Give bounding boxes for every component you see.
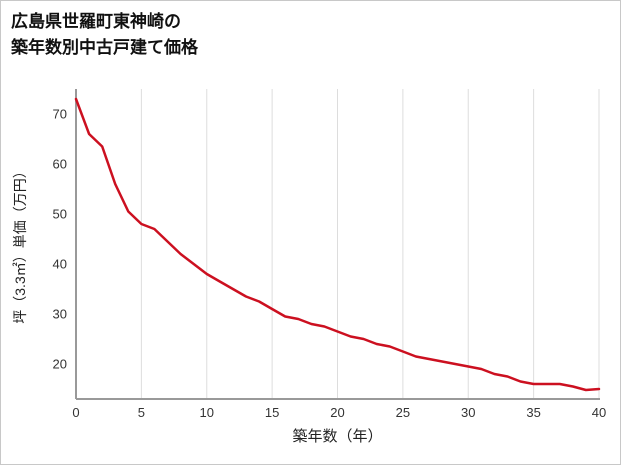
price-line	[74, 97, 601, 392]
y-tick-label: 20	[53, 357, 67, 372]
x-tick-label: 15	[265, 405, 279, 420]
x-tick-label: 5	[138, 405, 145, 420]
y-axis-title: 坪（3.3㎡）単価（万円）	[12, 164, 28, 323]
x-tick-label: 25	[396, 405, 410, 420]
page-title: 広島県世羅町東神崎の 築年数別中古戸建て価格	[11, 9, 198, 60]
y-tick-label: 40	[53, 257, 67, 272]
x-axis-title: 築年数（年）	[292, 427, 382, 445]
x-tick-label: 0	[72, 405, 79, 420]
page-title-line-1: 広島県世羅町東神崎の	[11, 12, 181, 31]
x-tick-label: 10	[200, 405, 214, 420]
x-tick-label: 30	[461, 405, 475, 420]
y-tick-label: 30	[53, 307, 67, 322]
x-tick-label: 40	[592, 405, 606, 420]
y-tick-label: 50	[53, 207, 67, 222]
page-title-line-2: 築年数別中古戸建て価格	[11, 37, 198, 57]
y-tick-label: 70	[53, 107, 67, 122]
x-tick-label: 35	[526, 405, 540, 420]
x-tick-label: 20	[330, 405, 344, 420]
y-tick-label: 60	[53, 157, 67, 172]
